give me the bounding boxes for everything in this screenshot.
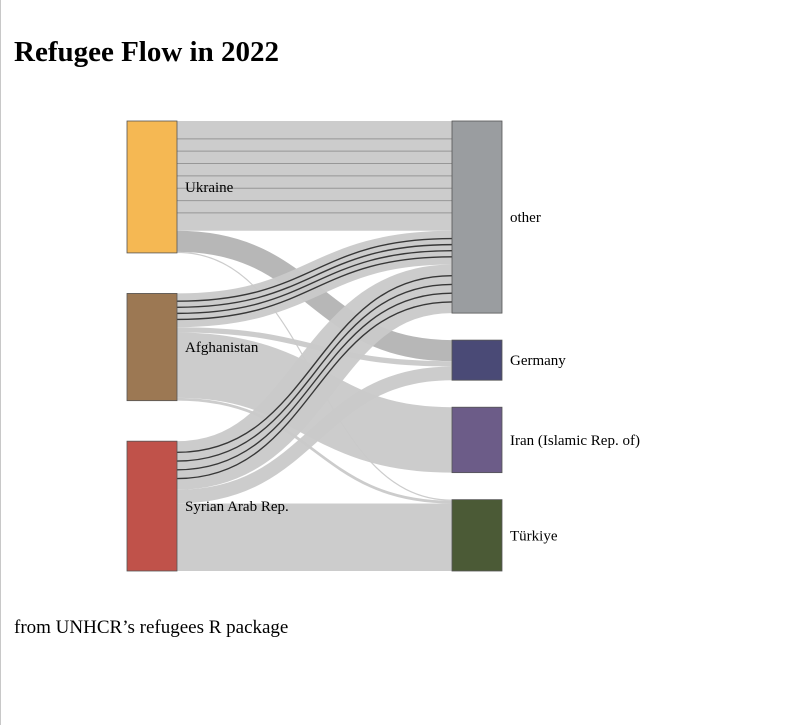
- sankey-labels: Ukraine Afghanistan Syrian Arab Rep. other G…: [185, 180, 640, 544]
- node-label-other: other: [510, 210, 541, 226]
- link-strand-syrian-arab-rep-4: [176, 301, 453, 480]
- node-label-iran-islamic-rep-of: Iran (Islamic Rep. of): [510, 433, 640, 449]
- link-strand-syrian-arab-rep-2: [176, 283, 453, 462]
- link-strand-afghanistan-3: [176, 249, 453, 315]
- node-other: [451, 120, 503, 314]
- link-afghanistan-to-other: [176, 230, 453, 328]
- sankey-links: [175, 121, 454, 571]
- node-label-syrian-arab-rep: Syrian Arab Rep.: [185, 499, 289, 515]
- link-afghanistan-to-t-rkiye: [176, 397, 453, 504]
- link-strand-afghanistan-2: [176, 243, 453, 308]
- link-syrian-arab-rep-to-other: [175, 264, 454, 490]
- node-label-ukraine: Ukraine: [185, 180, 234, 196]
- page-left-rule: [0, 0, 1, 725]
- node-germany: [451, 339, 503, 381]
- node-label-t-rkiye: Türkiye: [510, 528, 558, 544]
- node-ukraine: [126, 120, 178, 254]
- chart-title: Refugee Flow in 2022: [14, 36, 279, 68]
- link-strand-afghanistan-4: [176, 256, 453, 321]
- sankey-nodes: [126, 120, 503, 572]
- node-label-germany: Germany: [510, 353, 566, 369]
- link-strand-syrian-arab-rep-1: [176, 275, 453, 454]
- node-label-afghanistan: Afghanistan: [185, 340, 259, 356]
- link-syrian-arab-rep-to-germany: [176, 366, 453, 504]
- link-strand-syrian-arab-rep-3: [176, 292, 453, 471]
- link-strand-afghanistan-1: [176, 237, 453, 302]
- node-afghanistan: [126, 293, 178, 402]
- node-syrian-arab-rep: [126, 440, 178, 572]
- node-t-rkiye: [451, 499, 503, 572]
- chart-caption: from UNHCR’s refugees R package: [14, 617, 289, 638]
- node-iran-islamic-rep-of: [451, 406, 503, 474]
